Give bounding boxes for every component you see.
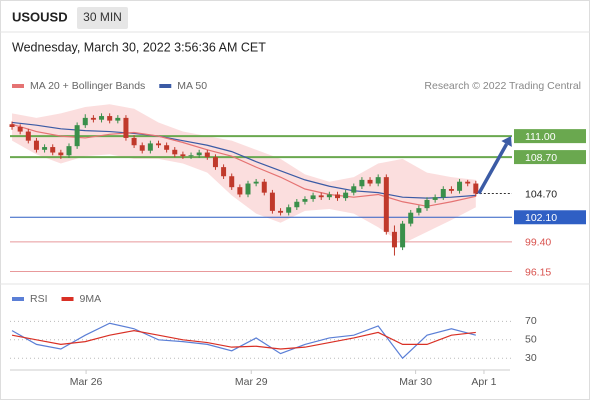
candle-body bbox=[196, 152, 202, 156]
candle-body bbox=[400, 223, 406, 248]
candle-body bbox=[457, 181, 463, 191]
candle-body bbox=[82, 117, 88, 126]
candle-body bbox=[269, 192, 275, 211]
bollinger-band bbox=[12, 104, 476, 244]
candle-body bbox=[318, 195, 324, 198]
candle-body bbox=[253, 181, 259, 184]
candle-body bbox=[204, 152, 210, 158]
candle-body bbox=[172, 149, 178, 155]
level-label: 108.70 bbox=[525, 152, 557, 164]
candle-body bbox=[294, 201, 300, 208]
candle-body bbox=[465, 181, 471, 184]
candle-body bbox=[164, 145, 170, 150]
legend-swatch bbox=[159, 84, 172, 88]
candle-body bbox=[343, 192, 349, 199]
x-tick-label: Mar 30 bbox=[399, 376, 432, 388]
level-box bbox=[514, 150, 586, 165]
candle-body bbox=[383, 177, 389, 232]
y-tick-label: 70 bbox=[525, 315, 537, 327]
candle-body bbox=[424, 199, 430, 209]
candle-body bbox=[367, 179, 373, 184]
candle-body bbox=[237, 187, 243, 195]
candle-body bbox=[147, 143, 153, 151]
interval-pill[interactable] bbox=[77, 7, 128, 29]
candle-body bbox=[416, 208, 422, 213]
candle-body bbox=[66, 146, 72, 156]
candle-body bbox=[440, 189, 446, 198]
candle-body bbox=[25, 131, 31, 141]
candle-body bbox=[278, 210, 284, 213]
candle-body bbox=[74, 125, 80, 147]
x-tick-label: Apr 1 bbox=[471, 376, 496, 388]
candle-body bbox=[139, 145, 145, 151]
candle-body bbox=[58, 152, 64, 156]
candle-body bbox=[17, 127, 23, 132]
candle-body bbox=[115, 117, 121, 121]
ma-line bbox=[11, 121, 476, 199]
candle-body bbox=[188, 155, 194, 157]
candle-body bbox=[351, 186, 357, 193]
level-label: 104.70 bbox=[525, 188, 557, 200]
candle-body bbox=[221, 167, 227, 177]
level-label: 111.00 bbox=[525, 131, 556, 143]
candle-body bbox=[261, 181, 267, 193]
candle-body bbox=[90, 117, 96, 120]
x-tick-label: Mar 26 bbox=[70, 376, 103, 388]
level-label: 102.10 bbox=[525, 212, 557, 224]
level-label: 96.15 bbox=[525, 266, 551, 278]
y-tick-label: 30 bbox=[525, 352, 537, 364]
candle-body bbox=[99, 116, 105, 120]
candle-body bbox=[131, 137, 137, 146]
datetime: Wednesday, March 30, 2022 3:56:36 AM CET bbox=[12, 40, 266, 54]
level-label: 99.40 bbox=[525, 237, 551, 249]
candle-body bbox=[42, 147, 48, 150]
interval[interactable]: 30 MIN bbox=[83, 10, 122, 24]
candle-body bbox=[123, 117, 129, 138]
candle-body bbox=[448, 189, 454, 191]
candle-body bbox=[212, 157, 218, 168]
ma-line bbox=[11, 123, 476, 207]
candle-body bbox=[310, 195, 316, 200]
legend-label: RSI bbox=[30, 293, 48, 305]
forecast-arrow bbox=[477, 143, 509, 195]
candle-body bbox=[335, 194, 341, 199]
candle-body bbox=[326, 194, 332, 198]
candle-body bbox=[359, 179, 365, 187]
forecast-arrow-head bbox=[501, 136, 512, 147]
source: Research © 2022 Trading Central bbox=[424, 80, 581, 92]
x-tick-label: Mar 29 bbox=[235, 376, 268, 388]
legend-swatch bbox=[61, 297, 74, 301]
candle-body bbox=[155, 143, 161, 146]
candle-body bbox=[180, 154, 186, 157]
candle-body bbox=[286, 207, 292, 213]
level-box bbox=[514, 129, 586, 144]
candle-body bbox=[229, 176, 235, 188]
candle-body bbox=[375, 177, 381, 184]
candle-body bbox=[50, 147, 56, 153]
candle-body bbox=[107, 116, 113, 121]
candle-body bbox=[245, 183, 251, 195]
legend-swatch bbox=[12, 84, 24, 88]
candle-body bbox=[302, 199, 308, 202]
candle-body bbox=[473, 183, 479, 194]
legend-label: MA 20 + Bollinger Bands bbox=[30, 80, 145, 92]
candle-body bbox=[33, 140, 39, 150]
indicator-line bbox=[11, 322, 476, 360]
candle-body bbox=[408, 212, 414, 224]
indicator-line bbox=[11, 329, 476, 350]
level-box bbox=[514, 210, 586, 225]
symbol: USOUSD bbox=[12, 9, 68, 24]
legend-swatch bbox=[12, 297, 24, 301]
candle-body bbox=[432, 197, 438, 200]
y-tick-label: 50 bbox=[525, 334, 537, 346]
legend-label: 9MA bbox=[80, 293, 102, 305]
candle-body bbox=[9, 124, 15, 127]
legend-label: MA 50 bbox=[177, 80, 207, 92]
candle-body bbox=[391, 231, 397, 248]
